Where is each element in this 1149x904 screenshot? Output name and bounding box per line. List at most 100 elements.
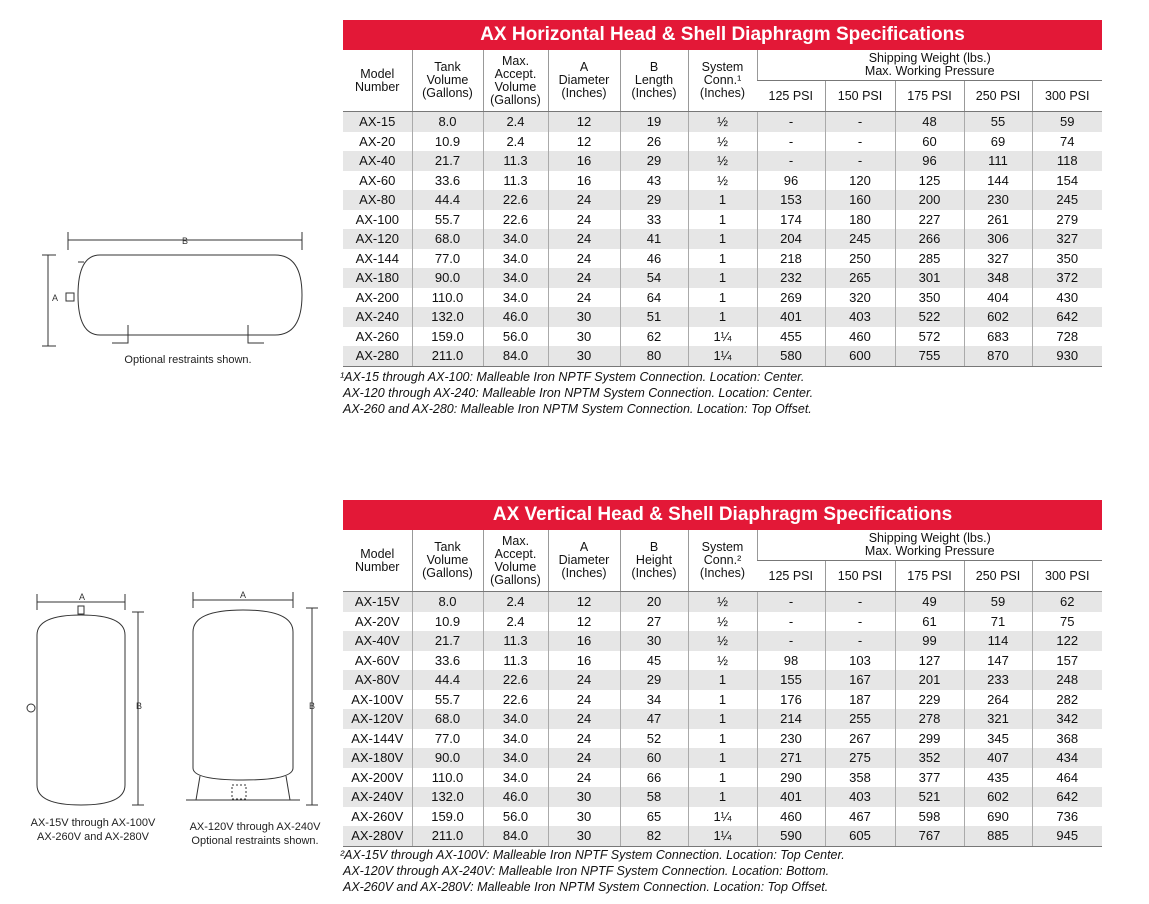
- table-row: AX-15 8.0 2.4 12 19 ½ - -48 55 59: [343, 111, 1103, 132]
- cell: 250: [824, 248, 895, 268]
- cell: 11.3: [482, 650, 548, 670]
- cell: 24: [547, 268, 620, 288]
- table-row: AX-60 33.6 11.3 16 43 ½ 96 120 125 144 154: [343, 170, 1103, 190]
- cell: AX-20V: [354, 613, 400, 629]
- table-row: AX-80 44.4 22.6 24 29 1 153 160 200 230 245: [343, 190, 1103, 210]
- cell: 34.0: [482, 248, 548, 268]
- table-header: Model Number Tank Volume (Gallons) Max. Accept…: [343, 530, 1103, 592]
- cell: 30: [547, 826, 620, 847]
- cell: 62: [619, 326, 688, 346]
- pressure-header: 175 PSI: [894, 560, 964, 592]
- column-header: B Length (Inches): [619, 50, 688, 112]
- cell: 80: [619, 346, 688, 367]
- cell: 580: [756, 346, 825, 367]
- cell: 683: [963, 326, 1032, 346]
- cell: 22.6: [482, 689, 548, 709]
- table-row: AX-144 77.0 34.0 24 46 1 218 250 285 327 350: [343, 248, 1103, 268]
- cell: ½: [687, 591, 757, 612]
- cell: 1: [687, 787, 757, 807]
- header-line: System: [701, 540, 744, 554]
- cell: -: [756, 631, 825, 651]
- cell: 34.0: [482, 229, 548, 249]
- cell: 211.0: [411, 346, 483, 367]
- cell: 455: [756, 326, 825, 346]
- cell: -: [756, 151, 825, 171]
- column-header: B Height (Inches): [619, 530, 688, 592]
- cell: ½: [687, 131, 757, 151]
- cell: 306: [963, 229, 1032, 249]
- cell: AX-15: [343, 111, 412, 132]
- cell: 605: [824, 826, 895, 847]
- cell: AX-280: [343, 346, 412, 367]
- cell: 77.0: [411, 248, 483, 268]
- cell: 350: [894, 287, 964, 307]
- cell: 34.0: [482, 268, 548, 288]
- table-row: AX-100V 55.7 22.6 24 34 1 176 187 229 264 282: [343, 689, 1103, 709]
- cell: AX-15V: [343, 591, 412, 612]
- cell: 127: [894, 650, 964, 670]
- table-row: AX-280 211.0 84.0 30 80 1¼ 580 600 755 870 930: [343, 346, 1103, 367]
- header-line: Diameter: [558, 553, 610, 567]
- cell: 10.9: [411, 131, 483, 151]
- cell: 30: [619, 631, 688, 651]
- cell: 11.3: [482, 170, 548, 190]
- cell: 71: [963, 611, 1032, 631]
- pressure-header: 175 PSI: [894, 80, 964, 112]
- cell: 11.3: [482, 631, 548, 651]
- cell: 159.0: [411, 326, 483, 346]
- cell: AX-120V: [343, 709, 412, 729]
- table-row: AX-200 110.0 34.0 24 64 1 269 320 350 404 430: [343, 287, 1103, 307]
- cell: 75: [1031, 611, 1103, 631]
- header-line: Tank: [434, 540, 461, 554]
- cell: 255: [824, 709, 895, 729]
- cell: 1: [687, 268, 757, 288]
- cell: 29: [619, 151, 688, 171]
- table-row: AX-240V 132.0 46.0 30 58 1 401 403 521 602 642: [343, 787, 1103, 807]
- cell: 345: [963, 728, 1032, 748]
- cell: 377: [894, 767, 964, 787]
- cell: 84.0: [482, 826, 548, 847]
- cell: 61: [894, 611, 964, 631]
- cell: AX-40: [343, 151, 412, 171]
- table-row: AX-260V 159.0 56.0 30 65 1¼ 460 467 598 690 736: [343, 806, 1103, 826]
- cell: 229: [894, 689, 964, 709]
- cell: 16: [547, 631, 620, 651]
- cell: 232: [756, 268, 825, 288]
- header-line: Length: [634, 73, 674, 87]
- header-line: System: [701, 60, 744, 74]
- footnote: AX-120 through AX-240: Malleable Iron NP…: [343, 386, 814, 400]
- dim-label: B: [136, 701, 142, 711]
- cell: 8.0: [411, 111, 483, 132]
- cell: 728: [1031, 326, 1103, 346]
- cell: 48: [894, 111, 964, 132]
- cell: 110.0: [411, 767, 483, 787]
- cell: 467: [824, 806, 895, 826]
- cell: 352: [894, 748, 964, 768]
- cell: 885: [963, 826, 1032, 847]
- cell: 230: [963, 190, 1032, 210]
- cell: 602: [963, 787, 1032, 807]
- header-line: Volume: [494, 79, 537, 94]
- cell: 59: [1031, 111, 1103, 132]
- caption: AX-260V and AX-280V: [37, 831, 150, 843]
- footnote: AX-260V and AX-280V: Malleable Iron NPTM…: [343, 880, 829, 894]
- cell: 267: [824, 728, 895, 748]
- cell: 16: [547, 151, 620, 171]
- header-line: Shipping Weight (lbs.): [868, 531, 991, 545]
- column-header: Model Number: [343, 530, 412, 592]
- cell: 282: [1031, 689, 1103, 709]
- cell: 34.0: [482, 728, 548, 748]
- table-row: AX-240 132.0 46.0 30 51 1 401 403 522 602 642: [343, 307, 1103, 327]
- cell: 460: [756, 806, 825, 826]
- cell: 11.3: [482, 151, 548, 171]
- cell: 24: [547, 728, 620, 748]
- cell: 52: [619, 728, 688, 748]
- cell: 2.4: [482, 111, 548, 132]
- cell: 34: [619, 689, 688, 709]
- cell: 930: [1031, 346, 1103, 367]
- pressure-header: 300 PSI: [1031, 80, 1103, 112]
- table-row: AX-280V 211.0 84.0 30 82 1¼ 590 605 767 885 945: [343, 826, 1103, 847]
- cell: 435: [963, 767, 1032, 787]
- table-row: AX-200V 110.0 34.0 24 66 1 290 358 377 435 464: [343, 767, 1103, 787]
- cell: AX-260V: [351, 808, 404, 824]
